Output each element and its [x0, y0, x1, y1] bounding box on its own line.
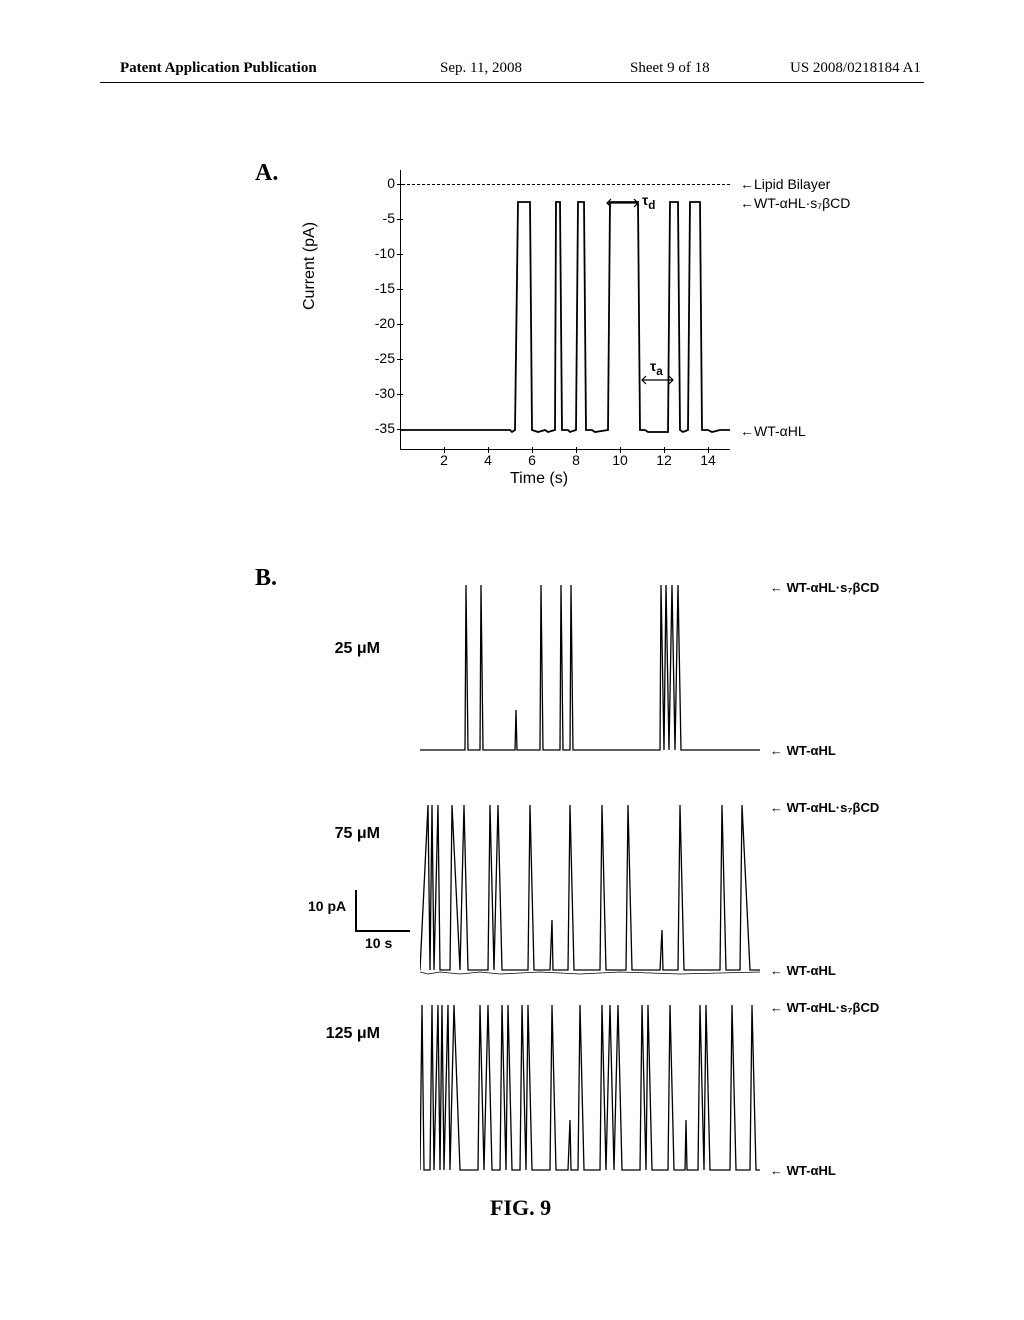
header-rule [100, 82, 924, 83]
arrow-left-icon: ← [740, 195, 754, 211]
header-pubno: US 2008/0218184 A1 [790, 60, 921, 77]
arrow-left-icon: ← [770, 1000, 787, 1015]
xtick: 12 [654, 452, 674, 468]
conc-75: 75 μM [310, 825, 380, 843]
x-axis-label: Time (s) [510, 470, 568, 488]
xtick: 10 [610, 452, 630, 468]
annot-b2-bound: ← WT-αHL·s₇βCD [770, 800, 879, 815]
trace-a-svg [400, 170, 730, 450]
trace-b-125-svg [420, 1000, 760, 1175]
arrow-left-icon: ← [770, 743, 787, 758]
trace-b-75 [420, 800, 760, 975]
panel-a-chart: Current (pA) Time (s) 0 -5 -10 -15 -20 -… [350, 170, 770, 490]
xtick: 8 [566, 452, 586, 468]
tau-d-label: τd [642, 192, 655, 212]
conc-125: 125 μM [310, 1025, 380, 1043]
ytick: -25 [360, 350, 395, 366]
trace-b-25-svg [420, 580, 760, 755]
scale-bar-vertical [355, 890, 357, 930]
annot-bound: ←WT-αHL·s₇βCD [740, 195, 850, 211]
scale-bar-horizontal [355, 930, 410, 932]
tau-a-label: τa [650, 358, 663, 378]
trace-b-25 [420, 580, 760, 755]
ytick: -5 [360, 210, 395, 226]
annot-b1-open: ← WT-αHL [770, 743, 836, 758]
xtick: 14 [698, 452, 718, 468]
scale-v-label: 10 pA [308, 898, 346, 914]
ytick: -35 [360, 420, 395, 436]
arrow-left-icon: ← [770, 800, 787, 815]
xtick: 2 [434, 452, 454, 468]
conc-25: 25 μM [310, 640, 380, 658]
trace-b-125 [420, 1000, 760, 1175]
header-date: Sep. 11, 2008 [440, 60, 522, 77]
annot-b3-bound: ← WT-αHL·s₇βCD [770, 1000, 879, 1015]
annot-b1-bound: ← WT-αHL·s₇βCD [770, 580, 879, 595]
annot-open: ←WT-αHL [740, 423, 806, 439]
figure-caption: FIG. 9 [490, 1195, 551, 1221]
ytick: -15 [360, 280, 395, 296]
trace-b-75-svg [420, 800, 760, 975]
arrow-left-icon: ← [770, 1163, 787, 1178]
annot-lipid: ←Lipid Bilayer [740, 176, 830, 192]
header-sheet: Sheet 9 of 18 [630, 60, 710, 77]
panel-a-label: A. [255, 160, 278, 187]
arrow-left-icon: ← [770, 580, 787, 595]
annot-b3-open: ← WT-αHL [770, 1163, 836, 1178]
ytick: -30 [360, 385, 395, 401]
ytick: -10 [360, 245, 395, 261]
xtick: 4 [478, 452, 498, 468]
y-axis-label: Current (pA) [301, 222, 319, 310]
arrow-left-icon: ← [740, 423, 754, 439]
ytick: 0 [360, 175, 395, 191]
annot-b2-open: ← WT-αHL [770, 963, 836, 978]
scale-h-label: 10 s [365, 935, 392, 951]
arrow-left-icon: ← [770, 963, 787, 978]
ytick: -20 [360, 315, 395, 331]
header-pub-type: Patent Application Publication [120, 60, 317, 77]
xtick: 6 [522, 452, 542, 468]
tau-d-arrow [605, 198, 640, 208]
panel-b-label: B. [255, 565, 277, 592]
arrow-left-icon: ← [740, 176, 754, 192]
